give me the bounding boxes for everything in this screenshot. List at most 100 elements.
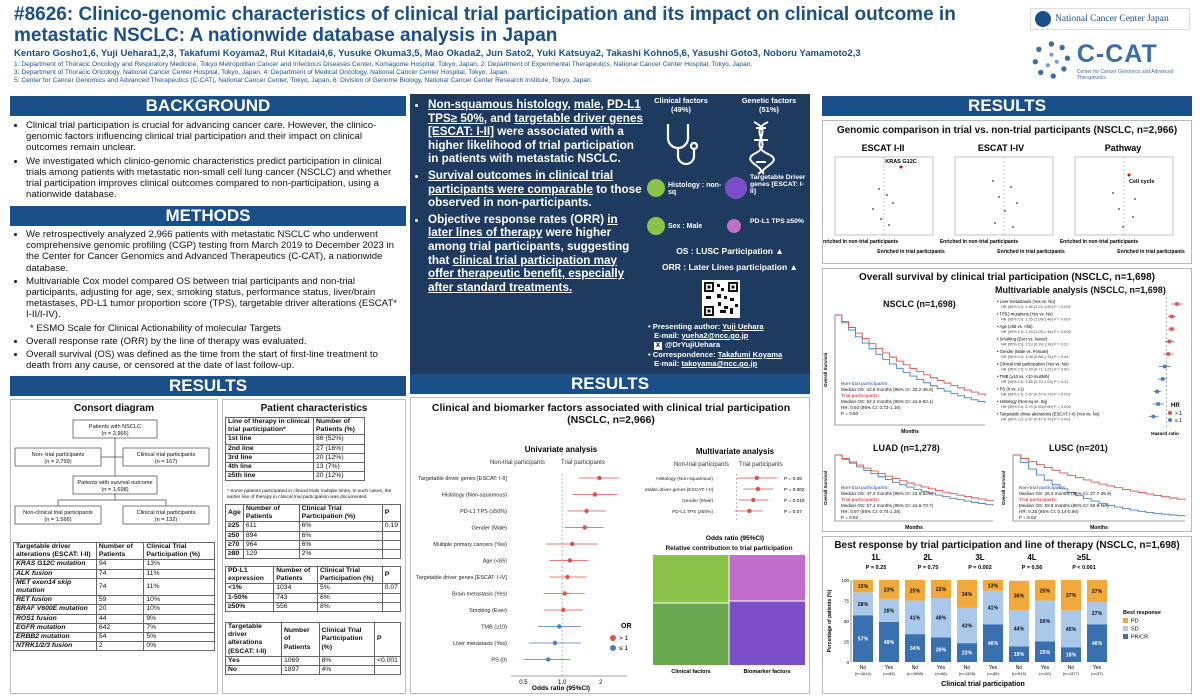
bar-segment-pr-cr [957, 643, 977, 662]
age-table-cell: ≥25 [225, 521, 244, 532]
tdg-table-header: Clinical Trial Participation (%) [318, 622, 375, 657]
enriched-trial-label-2: Enriched in trial participants [997, 249, 1065, 255]
pdl1-table-cell [381, 592, 402, 603]
driver-table-row: RET fusion 59 10% [13, 595, 215, 606]
results-heading-right: RESULTS [822, 96, 1192, 116]
line-footnote: * Some patients participated in clinical… [227, 489, 392, 500]
hr-row-label: • Liver metastases (Yes vs. No) [997, 299, 1056, 304]
driver-table-cell: 54 [95, 632, 145, 643]
consort-trial2: Clinical trial participants [137, 510, 196, 516]
bar-data-label: 28% [858, 602, 869, 608]
forest-point [567, 558, 573, 563]
driver-table-cell: 9% [143, 613, 215, 624]
bar-category-label: No [1016, 665, 1023, 671]
bar-segment-pd [1087, 580, 1107, 603]
forest-category-label: Multiple primary cancers (Yes) [433, 542, 507, 548]
km-legend-text: P = 0.82 [841, 515, 859, 520]
age-table-header: Clinical Trial Participation (%) [298, 503, 383, 523]
line-p-value: P = 0.002 [968, 565, 992, 571]
twitter-handle[interactable]: X @DrYujiUehara [654, 340, 721, 350]
bar-segment-sd [853, 592, 873, 616]
tdg-table-cell [373, 665, 402, 676]
orr-summary-line: ORR : Later Lines participation ▲ [662, 262, 798, 272]
best-response-panel: Best response by trial participation and… [822, 536, 1192, 694]
bar-data-label: 36% [1014, 594, 1025, 600]
forest-point [570, 541, 575, 547]
pdl1-table-cell: 5% [316, 583, 383, 594]
forest-point [747, 508, 752, 514]
driver-table-cell: 59 [95, 595, 145, 606]
tdg-table-cell: 1069 [280, 655, 320, 667]
summary-graphic: Clinical factors (49%) Genetic factors (… [646, 96, 808, 392]
bar-segment-sd [1061, 610, 1081, 648]
forest-p-value: P = 0.07 [784, 509, 802, 515]
driver-table-row: ALK fusion 74 11% [13, 568, 215, 579]
consort-trial: Clinical trial participants [137, 452, 196, 458]
line-table-cell: 4th line [225, 462, 314, 473]
affiliation-line: 3: Department of Thoracic Oncology, Nati… [14, 69, 509, 76]
bar-segment-pr-cr [931, 637, 951, 662]
bar-segment-pr-cr [1061, 647, 1081, 662]
presenting-email[interactable]: E-mail: yueha2@ncc.go.jp [654, 331, 749, 340]
bar-segment-sd [1087, 602, 1107, 625]
summary-item-3: Objective response rates (ORR) in later … [428, 213, 644, 295]
forest-point [561, 607, 566, 613]
bar-data-label: 57% [858, 637, 869, 643]
forest-category-label: Gender (Male) [472, 526, 508, 532]
background-item: We investigated which clinico-genomic ch… [26, 156, 404, 201]
driver-table-cell: 11% [143, 577, 215, 597]
correspondence-email[interactable]: E-mail: takoyama@ncc.go.jp [654, 359, 758, 368]
bar-segment-pr-cr [1087, 624, 1107, 662]
os-title: Overall survival by clinical trial parti… [859, 272, 1155, 283]
km-legend-text: Median OS: 52.2 months (95% CI: 44.6-62.… [841, 399, 934, 404]
bar-data-label: 46% [1092, 641, 1103, 647]
enriched-trial-label-3: Enriched in trial participants [1117, 249, 1185, 255]
km-legend-text: Trial participants: [841, 497, 880, 502]
overall-survival-panel: Overall survival by clinical trial parti… [822, 268, 1192, 532]
multivariate-title: Multivariate analysis [696, 447, 775, 456]
driver-table-row: NTRK1/2/3 fusion 2 0% [13, 641, 215, 652]
multivariate-xlabel: Odds ratio (95%CI) [706, 535, 764, 542]
bar-data-label: 37% [1066, 593, 1077, 599]
methods-footnote: * ESMO Scale for Clinical Actionability … [30, 322, 281, 334]
genetic-factors-label: Genetic factors [741, 96, 797, 105]
bar-segment-pr-cr [853, 615, 873, 662]
km-trial-curve [835, 454, 994, 502]
consort-survival: Patients with survival outcome [77, 480, 152, 486]
age-table-header: Number of Patients [242, 503, 300, 523]
forest-category-label: Histology (Non-squamous) [442, 493, 507, 499]
line-label: 4L [1027, 553, 1036, 562]
driver-table-cell: 7% [143, 622, 215, 634]
line-p-value: P = 0.56 [1022, 565, 1043, 571]
bar-legend-label: PD [1131, 619, 1139, 625]
age-table-cell [381, 530, 402, 541]
bar-legend-label: PR/CR [1131, 635, 1148, 641]
driver-table-cell: RET fusion [13, 595, 97, 606]
driver-alteration-table: Targetable driver alterations (ESCAT: I-… [13, 541, 215, 652]
hr-row-stat: HR (95% CI): 0.67 (0.57-0.79) P < 0.001 [1001, 392, 1071, 397]
driver-table-cell: BRAF V600E mutation [13, 604, 97, 615]
multivariable-title: Multivariable analysis (NSCLC, n=1,698) [995, 285, 1166, 295]
hr-legend-le: ≤ 1 [1175, 418, 1182, 424]
genomic-panel: Genomic comparison in trial vs. non-tria… [822, 120, 1192, 264]
qr-code-icon[interactable] [702, 280, 740, 318]
enriched-non-label-3: Enriched in non-trial participants [1060, 239, 1139, 245]
bar-category-label: Yes [989, 665, 998, 671]
km-y-label: Overall Survival [823, 353, 828, 387]
hr-row-stat: HR (95% CI): 1.08 (0.88-1.33) P = 0.46 [1001, 354, 1069, 359]
driver-yesno-table: Targetable driver alterations (ESCAT: I-… [225, 622, 402, 676]
best-response-bar-chart: 1L P = 0.25 2L P = 0.75 3L P = 0.002 4L P = 0.5… [827, 553, 1161, 688]
km-legend-text: Non-trial participants: [841, 381, 889, 386]
bar-segment-sd [905, 600, 925, 635]
bar-segment-pd [1061, 580, 1081, 611]
association-panel: Clinical and biomarker factors associate… [410, 397, 810, 694]
pdl1-table-row: <1% 1034 5% 0.07 [224, 583, 402, 594]
age-table-header: Age [225, 503, 244, 523]
methods-item: Overall response rate (ORR) by the line … [26, 336, 404, 347]
consort-nontrial2: Non-clinical trial participants [23, 510, 93, 516]
forest-tick-label: 2 [599, 680, 603, 686]
forest-p-value: P = 0.002 [784, 487, 805, 493]
age-table-row: ≥50 894 6% [225, 530, 402, 541]
ccat-logo-text: C-CAT [1076, 39, 1158, 68]
enriched-non-label-2: Enriched in non-trial participants [940, 239, 1019, 245]
